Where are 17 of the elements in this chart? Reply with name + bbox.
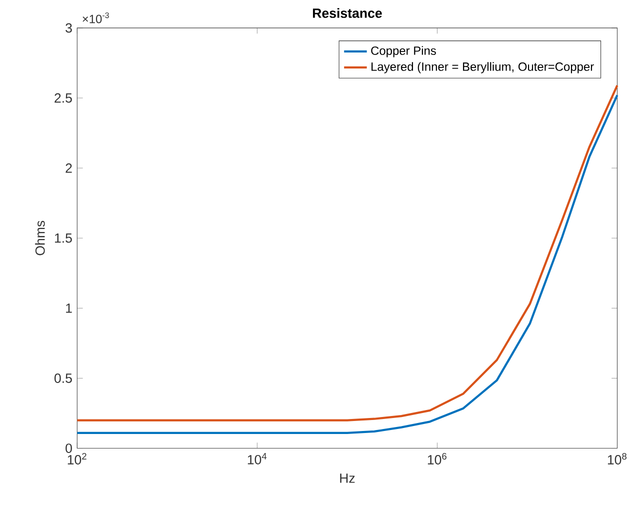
text: ×10$^{-3}$ <box>82 12 109 24</box>
y-tick-label: 1 <box>66 303 72 313</box>
chart-title: Resistance <box>312 8 382 18</box>
y-tick-label: 1.5 <box>54 233 72 243</box>
y-tick-label: 0 <box>66 443 72 453</box>
x-tick-label: 10$^{8}$ <box>608 452 626 464</box>
legend-label: Copper Pins <box>371 46 436 58</box>
legend-label: Layered (Inner = Beryllium, Outer=Copper <box>372 62 594 74</box>
y-tick-label: 2.5 <box>54 93 72 102</box>
x-tick-label: 10$^{2}$ <box>68 452 86 464</box>
y-axis-title: Ohms <box>35 220 45 255</box>
y-tick-label: 0.5 <box>54 373 72 383</box>
x-tick-label: 10$^{6}$ <box>428 452 446 464</box>
x-axis-title: Hz <box>340 473 355 483</box>
y-tick-label: 3 <box>66 22 72 32</box>
y-tick-label: 2 <box>66 163 72 172</box>
x-tick-label: 10$^{4}$ <box>248 452 267 464</box>
